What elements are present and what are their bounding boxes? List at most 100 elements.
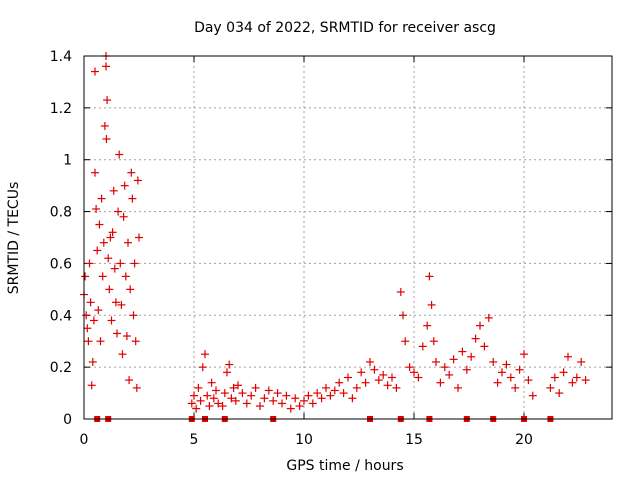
- data-point: [524, 376, 533, 385]
- data-point: [104, 254, 113, 263]
- data-point: [124, 238, 132, 247]
- data-point: [322, 383, 330, 392]
- data-point: [133, 176, 142, 185]
- data-point: [555, 389, 564, 398]
- data-point: [515, 365, 524, 374]
- data-point: [116, 259, 125, 268]
- data-point: [506, 373, 515, 382]
- data-point: [471, 334, 480, 343]
- data-point: [93, 246, 102, 255]
- data-point: [344, 373, 352, 382]
- x-axis-label: GPS time / hours: [286, 458, 403, 474]
- data-point: [120, 181, 129, 190]
- data-point: [308, 399, 317, 408]
- data-point: [201, 350, 209, 359]
- data-point: [89, 316, 98, 325]
- data-point: [91, 168, 99, 177]
- data-point: [111, 298, 120, 307]
- data-point: [291, 394, 300, 403]
- data-point: [480, 342, 489, 351]
- y-tick-label: 0.4: [50, 308, 72, 324]
- data-point: [429, 337, 438, 346]
- data-point: [234, 381, 242, 390]
- data-point: [528, 391, 537, 400]
- data-point: [98, 272, 107, 281]
- data-point: [577, 357, 586, 366]
- y-tick-label: 0.8: [50, 205, 72, 221]
- data-point: [238, 389, 247, 398]
- data-point: [370, 365, 379, 374]
- y-tick-label: 1: [63, 153, 72, 169]
- axis-ticks: 0 0.2 0.4 0.6 0.8 1 1.2 1.4 0 5 10 15 20: [50, 49, 612, 448]
- data-point: [99, 238, 108, 247]
- data-point: [102, 62, 110, 71]
- data-point: [92, 204, 101, 213]
- data-point: [256, 402, 264, 411]
- data-point: [269, 396, 278, 405]
- data-point: [229, 383, 238, 392]
- data-point: [425, 272, 434, 281]
- data-point: [251, 383, 260, 392]
- x-tick-label: 0: [80, 432, 89, 448]
- data-point: [286, 404, 295, 413]
- data-point: [476, 321, 484, 330]
- data-point: [282, 391, 291, 400]
- data-point: [214, 399, 223, 408]
- data-point: [462, 365, 471, 374]
- y-tick-label: 0.2: [50, 360, 72, 376]
- data-point: [330, 386, 339, 395]
- data-point: [105, 285, 114, 294]
- data-point: [110, 264, 119, 273]
- data-point: [335, 378, 344, 387]
- data-point: [520, 350, 528, 359]
- data-point: [192, 404, 201, 413]
- data-point: [348, 394, 357, 403]
- data-point: [339, 389, 348, 398]
- data-point: [207, 378, 216, 387]
- data-point: [223, 368, 231, 377]
- data-point: [374, 376, 383, 385]
- data-point: [135, 233, 143, 242]
- data-point: [546, 383, 555, 392]
- data-point: [273, 389, 282, 398]
- data-point: [361, 378, 370, 387]
- data-point: [209, 394, 218, 403]
- y-tick-label: 1.4: [50, 49, 72, 65]
- data-point: [131, 337, 140, 346]
- data-point: [220, 389, 229, 398]
- data-series-srmtid: [80, 52, 590, 413]
- data-point: [414, 373, 423, 382]
- data-point: [440, 363, 449, 372]
- x-tick-label: 20: [515, 432, 533, 448]
- data-point: [187, 399, 196, 408]
- data-point: [511, 383, 520, 392]
- data-point: [493, 378, 502, 387]
- data-point: [313, 389, 322, 398]
- y-axis-label: SRMTID / TECUs: [6, 182, 22, 295]
- data-point: [85, 259, 94, 268]
- data-point: [227, 394, 236, 403]
- data-point: [454, 383, 462, 392]
- data-point: [203, 391, 212, 400]
- data-point: [91, 67, 99, 76]
- data-point: [352, 383, 361, 392]
- data-point: [87, 381, 96, 390]
- data-point: [410, 368, 418, 377]
- data-point: [247, 391, 256, 400]
- data-point: [128, 194, 137, 203]
- data-point: [502, 360, 511, 369]
- data-point: [132, 383, 141, 392]
- data-point: [423, 321, 432, 330]
- data-point: [559, 368, 568, 377]
- data-point: [300, 396, 308, 405]
- data-point: [572, 373, 581, 382]
- data-point: [115, 150, 124, 159]
- data-point: [366, 357, 374, 366]
- data-point: [564, 352, 572, 361]
- data-point: [117, 300, 126, 309]
- data-point: [260, 394, 269, 403]
- data-point: [81, 272, 90, 281]
- data-point: [278, 399, 286, 408]
- data-point: [95, 220, 104, 229]
